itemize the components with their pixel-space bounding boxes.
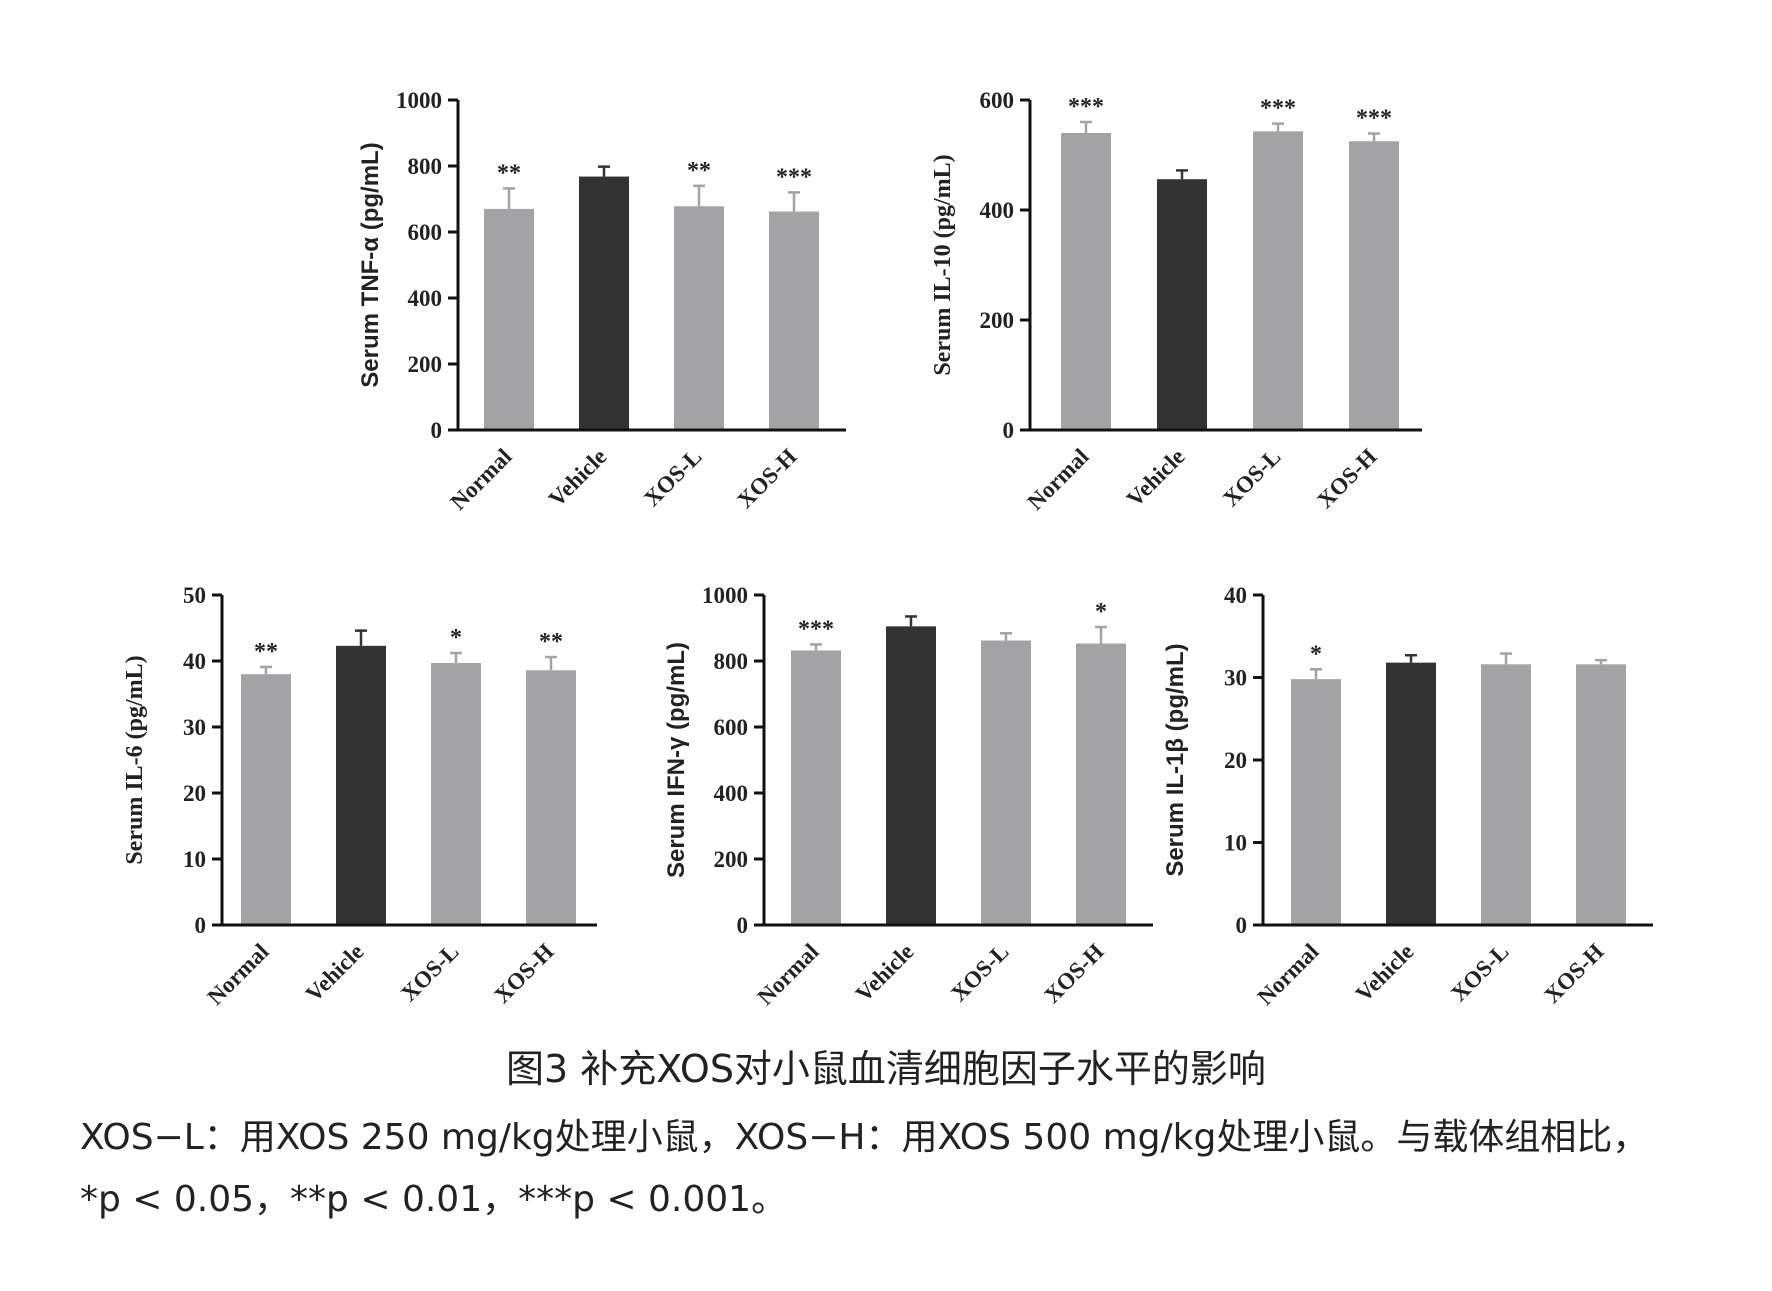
x-tick-label: Normal <box>203 939 274 1010</box>
y-tick-label: 1000 <box>396 88 442 113</box>
y-tick-label: 600 <box>714 715 749 740</box>
x-tick-label: XOS-H <box>1312 444 1381 513</box>
x-tick-label: XOS-L <box>1446 939 1513 1006</box>
y-tick-label: 50 <box>183 583 206 608</box>
x-tick-label: XOS-H <box>1039 939 1108 1008</box>
bar-xos-h <box>1349 141 1399 430</box>
y-tick-label: 10 <box>1224 831 1247 856</box>
significance-mark: * <box>1095 599 1107 625</box>
y-axis-label: Serum IL-10 (pg/mL) <box>930 154 956 375</box>
significance-mark: * <box>450 625 462 651</box>
x-tick-label: XOS-H <box>1539 939 1608 1008</box>
significance-mark: ** <box>497 160 521 186</box>
significance-mark: * <box>1310 641 1322 667</box>
y-tick-label: 200 <box>714 847 749 872</box>
y-tick-label: 0 <box>1236 913 1248 938</box>
significance-mark: ** <box>254 639 278 665</box>
x-tick-label: Vehicle <box>851 939 919 1007</box>
significance-mark: *** <box>798 617 834 643</box>
bar-normal <box>791 650 841 925</box>
x-tick-label: Vehicle <box>544 444 612 512</box>
bar-xos-h <box>769 211 819 430</box>
y-tick-label: 400 <box>714 781 749 806</box>
x-tick-label: Normal <box>446 444 517 515</box>
bar-vehicle <box>1386 662 1436 925</box>
x-tick-label: XOS-L <box>396 939 463 1006</box>
x-tick-label: Normal <box>1023 444 1094 515</box>
y-tick-label: 200 <box>980 308 1015 333</box>
bar-vehicle <box>1157 179 1207 430</box>
y-tick-label: 20 <box>1224 748 1247 773</box>
figure-caption-line-1: XOS−L：用XOS 250 mg/kg处理小鼠，XOS−H：用XOS 500 … <box>80 1117 1649 1158</box>
figure-caption-title: 图3 补充XOS对小鼠血清细胞因子水平的影响 <box>506 1047 1266 1091</box>
y-tick-label: 800 <box>408 154 443 179</box>
figure-caption-line-2: *p < 0.05，**p < 0.01，***p < 0.001。 <box>80 1179 788 1220</box>
x-tick-label: XOS-L <box>946 939 1013 1006</box>
x-tick-label: XOS-H <box>732 444 801 513</box>
bar-normal <box>241 674 291 925</box>
y-tick-label: 600 <box>408 220 443 245</box>
chart-il-6: ** Normal Vehicle * XOS-L ** XOS-H 0 10 20 30 40 50 S… <box>122 583 597 1010</box>
significance-mark: *** <box>1260 96 1296 122</box>
x-tick-label: XOS-L <box>639 444 706 511</box>
y-tick-label: 400 <box>408 286 443 311</box>
bar-xos-l <box>674 206 724 430</box>
bar-vehicle <box>886 626 936 925</box>
bar-xos-h <box>526 670 576 925</box>
bar-xos-h <box>1576 664 1626 925</box>
x-tick-label: Vehicle <box>301 939 369 1007</box>
chart-il-1-beta: * Normal Vehicle XOS-L XOS-H 0 10 20 30 40 Serum I… <box>1162 583 1653 1010</box>
y-tick-label: 200 <box>408 352 443 377</box>
y-tick-label: 0 <box>195 913 207 938</box>
y-axis-label: Serum IFN-γ (pg/mL) <box>663 642 690 878</box>
y-tick-label: 40 <box>183 649 206 674</box>
significance-mark: ** <box>539 629 563 655</box>
chart-ifn-gamma: *** Normal Vehicle XOS-L * XOS-H 0 200 400 600 800… <box>663 583 1153 1010</box>
bar-vehicle <box>336 645 386 925</box>
chart-tnf-alpha: ** Normal Vehicle ** XOS-L *** XOS-H 0 200 400 600… <box>357 88 846 515</box>
bar-xos-l <box>431 662 481 925</box>
y-tick-label: 20 <box>183 781 206 806</box>
x-tick-label: Normal <box>753 939 824 1010</box>
bar-vehicle <box>579 176 629 430</box>
bar-normal <box>1291 679 1341 925</box>
y-axis-label: Serum TNF-α (pg/mL) <box>357 142 384 387</box>
y-tick-label: 30 <box>183 715 206 740</box>
bar-normal <box>484 208 534 430</box>
y-tick-label: 40 <box>1224 583 1247 608</box>
bar-normal <box>1061 133 1111 430</box>
y-axis-label: Serum IL-6 (pg/mL) <box>122 655 148 864</box>
y-tick-label: 600 <box>980 88 1015 113</box>
y-tick-label: 0 <box>1003 418 1015 443</box>
y-tick-label: 800 <box>714 649 749 674</box>
bar-xos-l <box>1481 664 1531 925</box>
bar-xos-l <box>981 640 1031 925</box>
x-tick-label: Vehicle <box>1351 939 1419 1007</box>
significance-mark: *** <box>776 164 812 190</box>
bar-xos-h <box>1076 643 1126 925</box>
y-tick-label: 0 <box>431 418 443 443</box>
y-tick-label: 0 <box>737 913 749 938</box>
y-tick-label: 1000 <box>702 583 748 608</box>
bar-xos-l <box>1253 131 1303 430</box>
chart-il-10: *** Normal Vehicle *** XOS-L *** XOS-H 0 200 400 6… <box>930 88 1422 515</box>
x-tick-label: Vehicle <box>1122 444 1190 512</box>
y-axis-label: Serum IL-1β (pg/mL) <box>1162 643 1189 876</box>
x-tick-label: Normal <box>1253 939 1324 1010</box>
x-tick-label: XOS-L <box>1218 444 1285 511</box>
significance-mark: *** <box>1356 106 1392 132</box>
y-tick-label: 400 <box>980 198 1015 223</box>
significance-mark: *** <box>1068 94 1104 120</box>
y-tick-label: 10 <box>183 847 206 872</box>
significance-mark: ** <box>687 158 711 184</box>
x-tick-label: XOS-H <box>489 939 558 1008</box>
y-tick-label: 30 <box>1224 666 1247 691</box>
